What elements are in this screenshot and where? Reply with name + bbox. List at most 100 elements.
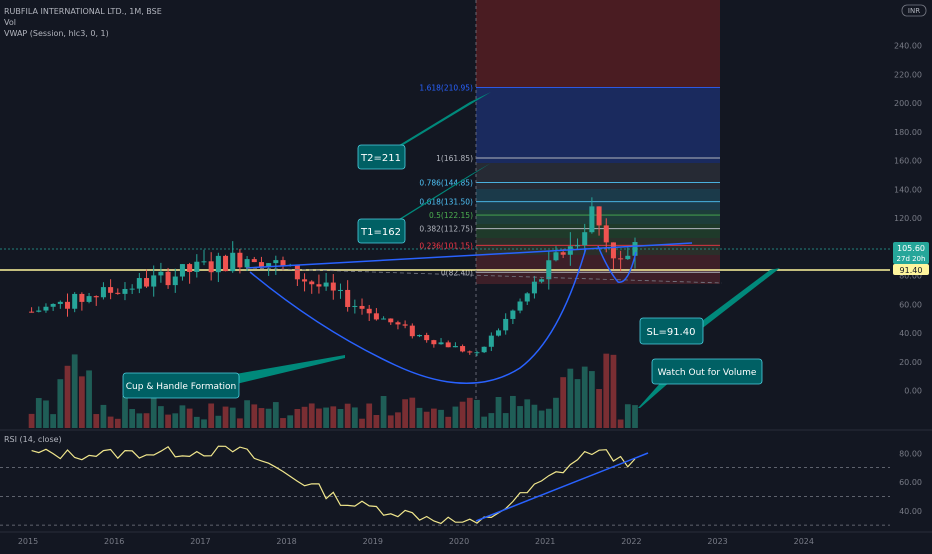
candlestick-series: [29, 197, 638, 357]
sl-callout[interactable]: SL=91.40: [639, 317, 704, 345]
t2-callout[interactable]: T2=211: [357, 144, 406, 170]
candle-body: [330, 282, 336, 291]
fib-zone-1: [476, 163, 720, 189]
time-tick-label: 2018: [276, 537, 296, 546]
candle-body: [323, 282, 329, 287]
cup-callout-text: Cup & Handle Formation: [126, 382, 236, 392]
volume-bar: [129, 409, 136, 428]
candle-body: [603, 225, 609, 243]
candle-body: [57, 301, 63, 304]
rsi-tick-label: 40.00: [899, 507, 922, 516]
candle-body: [503, 318, 509, 331]
volume-bar: [71, 354, 78, 428]
t1-callout[interactable]: T1=162: [357, 218, 406, 244]
rsi-trendline[interactable]: [475, 452, 649, 522]
chart-legend: RUBFILA INTERNATIONAL LTD., 1M, BSE Vol …: [4, 6, 162, 39]
volume-bar: [495, 396, 502, 428]
candle-body: [244, 259, 250, 268]
volume-bar: [158, 406, 164, 428]
cup-curve[interactable]: [249, 247, 587, 384]
rsi-indicator-label[interactable]: RSI (14, close): [4, 435, 62, 444]
price-tick-label: 0.00: [904, 387, 922, 396]
volume-bar: [531, 404, 538, 428]
candle-body: [122, 288, 128, 294]
volume-bar: [172, 413, 179, 428]
candle-body: [359, 305, 365, 309]
candle-body: [93, 296, 99, 298]
vwap-indicator-label[interactable]: VWAP (Session, hlc3, 0, 1): [4, 29, 109, 38]
volume-bar: [308, 403, 315, 428]
last-price-badge[interactable]: 105.60 27d 20h: [893, 242, 929, 264]
candle-body: [230, 252, 236, 272]
candle-body: [172, 276, 178, 286]
candle-body: [618, 258, 624, 260]
volume-bar: [589, 371, 595, 428]
candle-body: [187, 264, 193, 272]
volume-bar: [43, 400, 49, 428]
volume-bar: [287, 415, 294, 428]
t1-callout-pointer: [378, 163, 491, 232]
volume-bar: [610, 354, 617, 428]
t2-callout-pointer: [378, 92, 491, 158]
candle-body: [302, 279, 308, 282]
price-tick-label: 180.00: [894, 128, 922, 137]
candle-body: [79, 293, 85, 302]
resistance-trendline[interactable]: [245, 242, 693, 269]
cup-callout[interactable]: Cup & Handle Formation: [122, 372, 240, 399]
candle-body: [29, 311, 35, 313]
rsi-axis[interactable]: 40.00 60.00 80.00: [899, 449, 922, 516]
candle-body: [165, 271, 171, 286]
candle-body: [524, 293, 530, 302]
volume-bar: [323, 407, 329, 428]
candle-body: [438, 342, 444, 345]
volume-bar: [517, 406, 523, 428]
candle-body: [50, 303, 56, 307]
volume-bar: [280, 418, 286, 428]
rsi-line: [31, 445, 636, 525]
volume-bar: [380, 396, 387, 428]
t1-callout-text: T1=162: [360, 227, 401, 238]
candle-body: [36, 310, 42, 312]
volume-bar: [409, 397, 416, 428]
time-tick-label: 2019: [363, 537, 383, 546]
sl-price-badge[interactable]: 91.40: [893, 264, 929, 275]
volume-bar: [624, 404, 631, 428]
price-tick-label: 160.00: [894, 157, 922, 166]
volume-bar: [100, 404, 107, 428]
volume-bar: [208, 403, 215, 428]
candle-body: [381, 318, 387, 320]
candle-body: [445, 342, 451, 348]
candle-body: [431, 340, 437, 345]
symbol-title[interactable]: RUBFILA INTERNATIONAL LTD., 1M, BSE: [4, 7, 162, 16]
volume-bar: [122, 396, 128, 428]
handle-dashed-line: [245, 267, 723, 284]
volume-callout-text: Watch Out for Volume: [658, 368, 757, 378]
volume-bar: [632, 405, 638, 428]
volume-bar: [93, 414, 100, 428]
candle-body: [625, 255, 631, 260]
candle-body: [517, 301, 523, 311]
fib-level-label: 0.236(101.15): [419, 241, 473, 250]
candle-body: [352, 305, 358, 307]
volume-bar: [459, 401, 466, 428]
volume-bar: [387, 415, 394, 428]
currency-badge[interactable]: INR: [901, 4, 927, 17]
fib-level-label: 0(82.40): [441, 268, 473, 277]
volume-bar: [79, 376, 85, 428]
volume-bar: [35, 398, 42, 428]
handle-curve[interactable]: [597, 245, 637, 283]
time-tick-label: 2020: [449, 537, 469, 546]
volume-bar: [560, 377, 567, 428]
volume-bar: [244, 400, 250, 428]
volume-indicator-label[interactable]: Vol: [4, 18, 16, 27]
time-axis[interactable]: 2015 2016 2017 2018 2019 2020 2021 2022 2023 2024: [18, 537, 814, 546]
candle-body: [539, 279, 545, 282]
candle-body: [610, 242, 616, 259]
volume-bar: [395, 412, 401, 428]
volume-bar: [402, 399, 408, 428]
currency-label: INR: [908, 7, 920, 15]
rsi-reference-lines: [0, 467, 890, 526]
candle-body: [86, 296, 92, 302]
volume-callout[interactable]: Watch Out for Volume: [651, 358, 763, 385]
